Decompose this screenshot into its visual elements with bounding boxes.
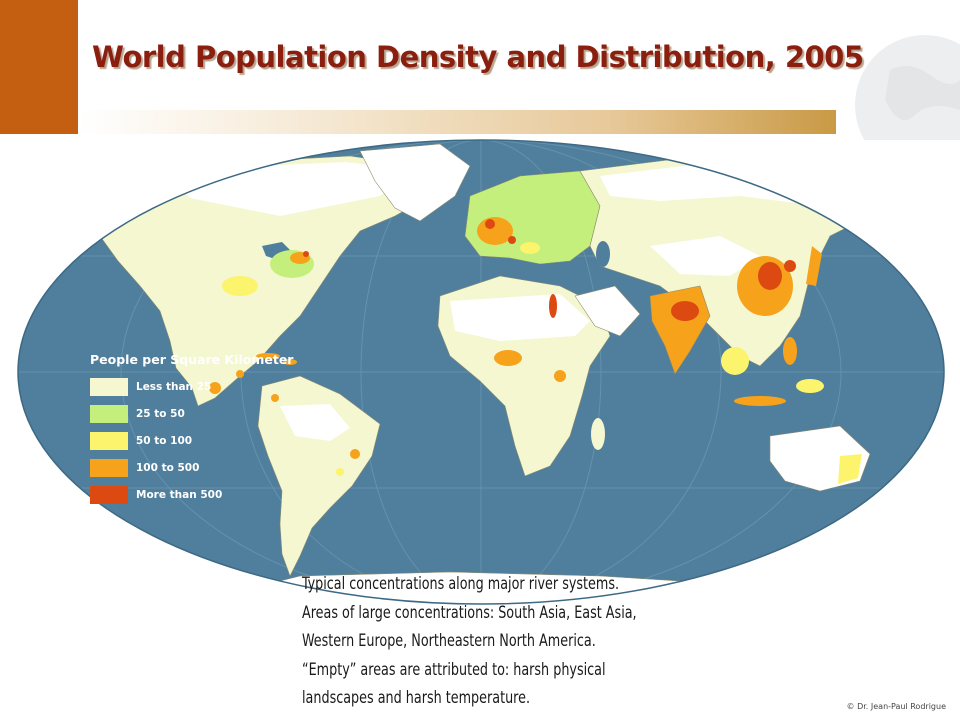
legend-item: More than 500: [90, 481, 280, 508]
greenland: [359, 143, 471, 222]
map-legend: People per Square Kilometer Less than 25…: [90, 352, 294, 508]
legend-item: Less than 25: [90, 373, 280, 400]
caption-line: “Empty” areas are attributed to: harsh p…: [302, 659, 606, 679]
legend-item: 25 to 50: [90, 400, 280, 427]
caption-line: landscapes and harsh temperature.: [302, 688, 531, 707]
title-accent-block: [0, 0, 78, 134]
ne-america-density: [209, 250, 314, 394]
australia-coast-density: [838, 454, 862, 484]
caption-line: Western Europe, Northeastern North Ameri…: [302, 631, 596, 650]
title-underline-bar: [78, 110, 836, 134]
globe-watermark-icon: [855, 35, 960, 140]
japan: [806, 246, 822, 286]
south-america: [257, 375, 381, 577]
madagascar: [591, 418, 605, 450]
legend-item: 50 to 100: [90, 427, 280, 454]
legend-swatch-less-than-25: [90, 377, 128, 396]
ganges-density: [671, 301, 699, 321]
caption-line: Typical concentrations along major river…: [302, 574, 620, 593]
europe-density: [477, 217, 540, 254]
legend-label: 50 to 100: [136, 434, 193, 447]
legend-item: 100 to 500: [90, 454, 280, 481]
caribbean: [256, 353, 297, 365]
east-china-core: [758, 262, 782, 290]
legend-swatch-more-than-500: [90, 485, 128, 504]
slide-title: World Population Density and Distributio…: [92, 40, 864, 74]
world-map: [0, 136, 960, 616]
arabia-empty: [574, 285, 641, 337]
caspian-sea: [596, 241, 610, 267]
legend-label: 25 to 50: [136, 407, 185, 420]
caption-text: Typical concentrations along major river…: [302, 570, 722, 713]
legend-label: 100 to 500: [136, 461, 200, 474]
legend-title: People per Square Kilometer: [90, 352, 294, 367]
amazon-empty: [280, 404, 350, 441]
africa-density: [494, 294, 566, 382]
legend-label: More than 500: [136, 488, 223, 501]
se-asia: [721, 337, 824, 406]
copyright-credit: © Dr. Jean-Paul Rodrigue: [846, 702, 946, 711]
legend-swatch-25-to-50: [90, 404, 128, 423]
new-zealand: [880, 491, 898, 516]
map-outline: [17, 139, 945, 605]
caption-line: Areas of large concentrations: South Asi…: [302, 602, 637, 622]
legend-swatch-100-to-500: [90, 458, 128, 477]
legend-label: Less than 25: [136, 380, 212, 393]
korea-density: [784, 260, 796, 272]
central-asia-empty: [650, 236, 760, 276]
south-america-density: [271, 394, 360, 476]
legend-swatch-50-to-100: [90, 431, 128, 450]
